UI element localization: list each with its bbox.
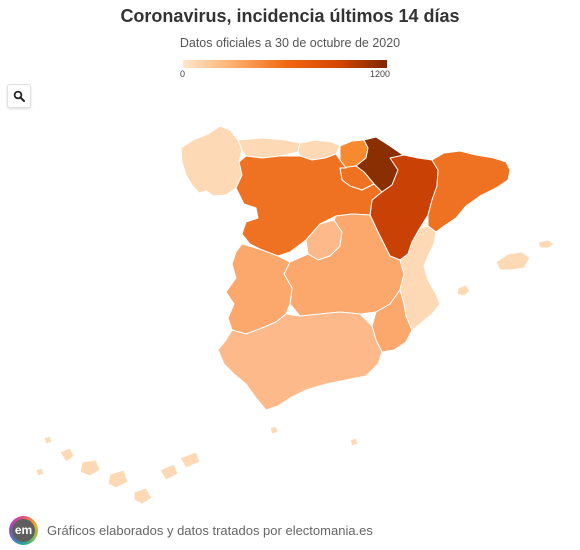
logo-text: em [12, 519, 35, 542]
region-galicia[interactable] [180, 125, 243, 197]
region-andalucia[interactable] [217, 311, 383, 411]
region-ceuta[interactable] [269, 425, 279, 435]
region-baleares-menorca[interactable] [537, 239, 555, 249]
region-canarias-4[interactable] [133, 487, 153, 505]
region-canarias-8[interactable] [35, 467, 45, 477]
region-comunitat-valenciana[interactable] [399, 225, 441, 331]
legend-max-label: 1200 [369, 69, 390, 79]
page-subtitle: Datos oficiales a 30 de octubre de 2020 [179, 36, 401, 50]
search-icon [13, 90, 25, 102]
region-castilla-y-leon[interactable] [235, 153, 383, 257]
region-canarias-1[interactable] [59, 447, 75, 463]
color-legend: 0 1200 [180, 59, 390, 79]
footer-credit: Gráficos elaborados y datos tratados por… [47, 523, 373, 538]
region-melilla[interactable] [349, 437, 359, 447]
region-baleares[interactable] [495, 251, 531, 271]
region-cataluna[interactable] [427, 150, 511, 233]
region-canarias-7[interactable] [43, 435, 53, 445]
region-baleares-ibiza[interactable] [456, 284, 471, 297]
legend-min-label: 0 [180, 69, 186, 79]
region-canarias-6[interactable] [179, 451, 201, 469]
region-canarias-2[interactable] [79, 459, 101, 477]
page-title: Coronavirus, incidencia últimos 14 días [120, 6, 460, 26]
region-asturias[interactable] [237, 137, 301, 159]
region-canarias-3[interactable] [107, 469, 129, 489]
region-canarias-5[interactable] [159, 463, 179, 481]
legend-gradient-bar [183, 60, 387, 68]
electomania-logo: em [9, 516, 38, 545]
search-button[interactable] [7, 84, 31, 108]
